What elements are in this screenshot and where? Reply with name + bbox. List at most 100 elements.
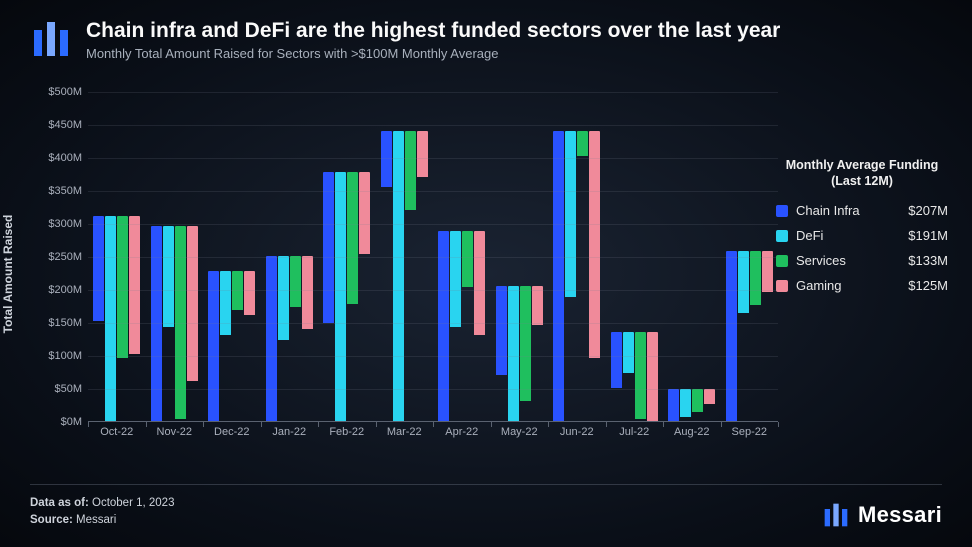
bar-group	[553, 131, 600, 421]
bar-group	[266, 256, 313, 421]
grid-line	[88, 191, 778, 192]
bar	[553, 131, 564, 421]
x-tick-label: Feb-22	[318, 426, 376, 446]
y-tick-label: $350M	[30, 185, 82, 197]
bar	[704, 389, 715, 404]
bar	[565, 131, 576, 297]
grid-line	[88, 125, 778, 126]
bar	[611, 332, 622, 388]
bar	[393, 131, 404, 421]
y-tick-label: $100M	[30, 350, 82, 362]
chart: Total Amount Raised $0M$50M$100M$150M$20…	[30, 82, 790, 452]
x-tick-mark	[261, 422, 262, 427]
x-tick-mark	[376, 422, 377, 427]
bar-group	[611, 332, 658, 421]
bar	[266, 256, 277, 421]
legend-items: Chain Infra$207MDeFi$191MServices$133MGa…	[776, 203, 948, 293]
bar	[405, 131, 416, 210]
grid-line	[88, 323, 778, 324]
bar	[647, 332, 658, 421]
x-tick-mark	[606, 422, 607, 427]
messari-logo-icon	[822, 501, 850, 529]
bar-group	[381, 131, 428, 421]
legend-item: Services $133M	[776, 253, 948, 268]
bar	[129, 216, 140, 353]
x-tick-mark	[663, 422, 664, 427]
footer: Data as of: October 1, 2023 Source: Mess…	[30, 484, 942, 530]
bar	[278, 256, 289, 340]
legend-value: $125M	[908, 278, 948, 293]
plot-area	[88, 92, 778, 422]
y-axis-title: Total Amount Raised	[1, 215, 15, 334]
x-tick-label: Nov-22	[146, 426, 204, 446]
chart-title: Chain infra and DeFi are the highest fun…	[86, 18, 942, 44]
x-tick-label: Dec-22	[203, 426, 261, 446]
bar	[726, 251, 737, 421]
y-tick-label: $300M	[30, 218, 82, 230]
x-tick-mark	[491, 422, 492, 427]
legend-value: $207M	[908, 203, 948, 218]
bar-group	[726, 251, 773, 421]
x-tick-label: Mar-22	[376, 426, 434, 446]
x-tick-label: Jul-22	[606, 426, 664, 446]
y-tick-label: $0M	[30, 416, 82, 428]
grid-line	[88, 389, 778, 390]
bar	[680, 389, 691, 417]
legend-swatch	[776, 230, 788, 242]
bar	[738, 251, 749, 314]
legend-swatch	[776, 280, 788, 292]
bar-group	[496, 286, 543, 421]
bar	[220, 271, 231, 336]
x-tick-label: Sep-22	[721, 426, 779, 446]
bar	[105, 216, 116, 421]
bar	[163, 226, 174, 326]
x-tick-mark	[721, 422, 722, 427]
legend: Monthly Average Funding (Last 12M) Chain…	[776, 158, 948, 303]
bar	[623, 332, 634, 373]
bar	[589, 131, 600, 359]
x-tick-mark	[433, 422, 434, 427]
bar	[208, 271, 219, 421]
y-tick-label: $150M	[30, 317, 82, 329]
bar	[323, 172, 334, 324]
y-tick-label: $450M	[30, 119, 82, 131]
x-tick-mark	[88, 422, 89, 427]
x-tick-mark	[548, 422, 549, 427]
y-tick-label: $50M	[30, 383, 82, 395]
bar-group	[668, 389, 715, 421]
legend-label: DeFi	[796, 228, 900, 243]
legend-item: Gaming $125M	[776, 278, 948, 293]
footer-brand: Messari	[822, 501, 942, 529]
bar	[532, 286, 543, 326]
bar-group	[208, 271, 255, 421]
data-as-of-label: Data as of:	[30, 497, 89, 509]
footer-meta: Data as of: October 1, 2023 Source: Mess…	[30, 495, 174, 530]
legend-label: Gaming	[796, 278, 900, 293]
bar	[302, 256, 313, 329]
source-label: Source:	[30, 514, 73, 526]
grid-line	[88, 158, 778, 159]
grid-line	[88, 92, 778, 93]
bar	[474, 231, 485, 335]
legend-item: DeFi$191M	[776, 228, 948, 243]
bar	[438, 231, 449, 421]
grid-line	[88, 257, 778, 258]
x-tick-label: Aug-22	[663, 426, 721, 446]
x-tick-label: Jun-22	[548, 426, 606, 446]
bar-group	[323, 172, 370, 421]
legend-label: Services	[796, 253, 900, 268]
bar	[450, 231, 461, 327]
bar	[117, 216, 128, 358]
x-tick-mark	[146, 422, 147, 427]
bar	[577, 131, 588, 156]
y-tick-label: $500M	[30, 86, 82, 98]
bar	[93, 216, 104, 320]
legend-value: $133M	[908, 253, 948, 268]
x-tick-label: Apr-22	[433, 426, 491, 446]
title-block: Chain infra and DeFi are the highest fun…	[86, 18, 942, 61]
bar	[290, 256, 301, 307]
bar	[335, 172, 346, 421]
header: Chain infra and DeFi are the highest fun…	[0, 0, 972, 69]
y-tick-label: $250M	[30, 251, 82, 263]
x-tick-label: May-22	[491, 426, 549, 446]
